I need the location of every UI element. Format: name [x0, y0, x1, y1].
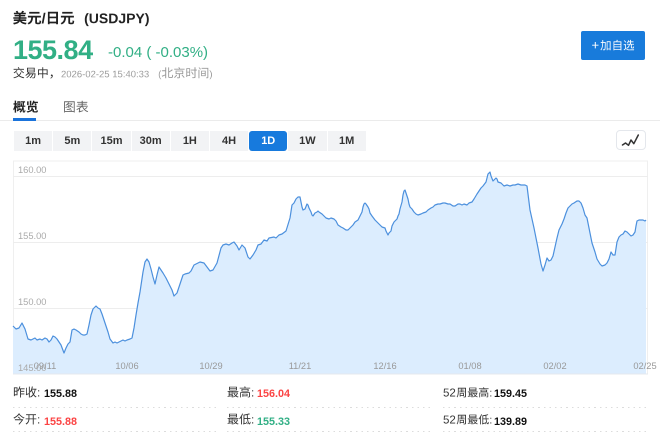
svg-text:09/11: 09/11: [34, 361, 57, 371]
svg-text:160.00: 160.00: [18, 165, 46, 175]
svg-text:02/25: 02/25: [633, 361, 656, 371]
svg-text:12/16: 12/16: [373, 361, 396, 371]
svg-text:01/08: 01/08: [458, 361, 481, 371]
svg-text:02/02: 02/02: [543, 361, 566, 371]
svg-text:145.00: 145.00: [18, 363, 46, 373]
svg-text:10/06: 10/06: [115, 361, 138, 371]
svg-text:11/21: 11/21: [289, 361, 312, 371]
svg-text:10/29: 10/29: [199, 361, 222, 371]
svg-text:155.00: 155.00: [18, 231, 46, 241]
svg-text:150.00: 150.00: [18, 297, 46, 307]
